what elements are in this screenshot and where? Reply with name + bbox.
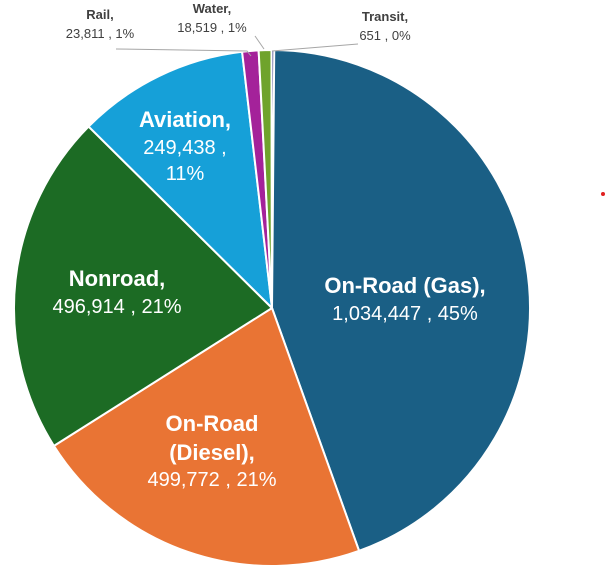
leader-line-rail xyxy=(115,48,252,57)
leader-line-transit xyxy=(271,43,359,52)
pie-slice-on-road-diesel xyxy=(52,307,361,567)
label-water-name: Water, xyxy=(192,1,232,16)
label-on-road-gas: On-Road (Gas), 1,034,447 , 45% xyxy=(300,272,510,327)
red-marker-dot xyxy=(601,192,605,196)
pie-slices xyxy=(12,48,531,567)
label-aviation-pct: 11% xyxy=(165,162,205,185)
label-aviation-value: 249,438 , xyxy=(143,136,227,159)
leader-line-water xyxy=(254,35,265,50)
label-nonroad-detail: 496,914 , 21% xyxy=(52,295,182,318)
label-water-detail: 18,519 , 1% xyxy=(177,19,247,35)
label-nonroad: Nonroad, 496,914 , 21% xyxy=(22,265,212,320)
label-rail: Rail, 23,811 , 1% xyxy=(55,6,145,44)
label-aviation: Aviation, 249,438 , 11% xyxy=(120,106,250,187)
label-on-road-gas-name: On-Road (Gas), xyxy=(324,273,486,298)
label-on-road-diesel-name-1: On-Road xyxy=(165,411,259,436)
pie-slice-nonroad xyxy=(12,125,273,447)
label-on-road-diesel-detail: 499,772 , 21% xyxy=(147,469,277,492)
label-on-road-diesel-name-2: (Diesel), xyxy=(169,439,255,465)
label-rail-detail: 23,811 , 1% xyxy=(65,25,135,41)
label-nonroad-name: Nonroad, xyxy=(68,266,166,291)
label-aviation-name: Aviation, xyxy=(138,107,232,132)
pie-slice-transit xyxy=(270,48,276,309)
label-on-road-diesel: On-Road (Diesel), 499,772 , 21% xyxy=(112,410,312,493)
label-rail-name: Rail, xyxy=(86,7,114,22)
pie-slice-on-road-gas xyxy=(271,49,531,552)
leader-lines xyxy=(115,35,359,57)
label-transit-name: Transit, xyxy=(361,9,409,24)
label-on-road-gas-detail: 1,034,447 , 45% xyxy=(332,302,478,325)
label-transit: Transit, 651 , 0% xyxy=(340,8,430,46)
label-water: Water, 18,519 , 1% xyxy=(167,0,257,38)
label-transit-detail: 651 , 0% xyxy=(359,27,411,43)
pie-slice-aviation xyxy=(87,50,273,309)
